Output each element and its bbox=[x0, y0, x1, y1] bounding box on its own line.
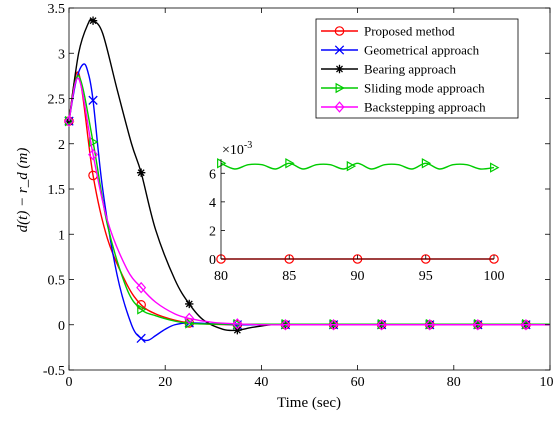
legend-label: Backstepping approach bbox=[364, 100, 486, 115]
legend-item-geometrical-approach: Geometrical approach bbox=[321, 43, 480, 58]
legend-label: Sliding mode approach bbox=[364, 81, 485, 96]
inset-y-tick-label: 4 bbox=[209, 196, 216, 211]
inset-data-point-sliding-mode-approach bbox=[346, 160, 357, 172]
inset-tick-group: 80 85 90 95 100 0 2 4 6 bbox=[209, 167, 505, 284]
inset-series-line-sliding-mode-approach bbox=[220, 162, 495, 170]
y-tick-label: 3 bbox=[58, 47, 65, 62]
inset-data-point-sliding-mode-approach bbox=[421, 158, 432, 169]
data-point-backstepping-approach bbox=[376, 319, 387, 331]
y-tick-label: 0.5 bbox=[48, 274, 66, 289]
x-tick-label: 80 bbox=[447, 375, 461, 390]
inset-x-tick-label: 95 bbox=[419, 269, 433, 284]
legend-label: Geometrical approach bbox=[364, 43, 480, 58]
x-tick-label: 100 bbox=[540, 375, 554, 390]
main-series-group bbox=[64, 16, 550, 343]
y-tick-label: 1.5 bbox=[48, 183, 66, 198]
y-axis-label: d(t) − r_d (m) bbox=[15, 148, 31, 233]
data-point-bearing-approach bbox=[185, 299, 194, 309]
legend-item-sliding-mode-approach: Sliding mode approach bbox=[321, 81, 485, 96]
inset-data-point-sliding-mode-approach bbox=[490, 162, 500, 173]
inset-exponent-label: ×10-3 bbox=[222, 140, 252, 158]
y-tick-label: -0.5 bbox=[43, 364, 65, 379]
data-point-backstepping-approach bbox=[472, 319, 483, 331]
y-tick-label: 2 bbox=[58, 138, 65, 153]
data-point-sliding-mode-approach bbox=[89, 136, 99, 148]
legend-label: Bearing approach bbox=[364, 62, 457, 77]
legend-item-backstepping-approach: Backstepping approach bbox=[321, 100, 486, 115]
y-tick-label: 2.5 bbox=[48, 93, 66, 108]
legend-marker-backstepping-approach bbox=[334, 101, 345, 113]
main-tick-group: 020406080100-0.500.511.522.533.5 bbox=[43, 2, 554, 390]
data-point-bearing-approach bbox=[88, 16, 98, 25]
data-point-sliding-mode-approach bbox=[137, 304, 147, 315]
data-point-backstepping-approach bbox=[424, 319, 435, 331]
data-point-geometrical-approach bbox=[136, 333, 146, 343]
data-point-backstepping-approach bbox=[232, 318, 243, 330]
y-tick-label: 0 bbox=[58, 319, 65, 334]
x-tick-label: 0 bbox=[66, 375, 73, 390]
series-line-backstepping-approach bbox=[68, 77, 550, 326]
data-point-sliding-mode-approach bbox=[185, 318, 195, 329]
x-tick-label: 60 bbox=[351, 375, 365, 390]
legend-item-proposed-method: Proposed method bbox=[321, 24, 455, 39]
inset-y-tick-label: 2 bbox=[209, 224, 216, 239]
inset-x-tick-label: 80 bbox=[214, 269, 228, 284]
legend-item-bearing-approach: Bearing approach bbox=[321, 62, 457, 77]
legend-label: Proposed method bbox=[364, 24, 455, 39]
data-point-backstepping-approach bbox=[184, 312, 195, 325]
data-point-backstepping-approach bbox=[136, 281, 147, 294]
inset-plot-area: 80 85 90 95 100 0 2 4 6 ×10-3 bbox=[209, 140, 505, 284]
y-tick-label: 3.5 bbox=[48, 2, 66, 17]
inset-y-tick-label: 6 bbox=[209, 167, 216, 182]
data-point-bearing-approach bbox=[233, 325, 242, 335]
legend: Proposed method Geometrical approach Beari… bbox=[315, 18, 519, 119]
data-point-backstepping-approach bbox=[520, 319, 531, 331]
x-tick-label: 20 bbox=[158, 375, 172, 390]
data-point-geometrical-approach bbox=[88, 95, 98, 105]
inset-x-tick-label: 90 bbox=[351, 269, 365, 284]
legend-marker-bearing-approach bbox=[335, 64, 344, 74]
inset-data-point-sliding-mode-approach bbox=[217, 158, 227, 169]
inset-x-tick-label: 100 bbox=[484, 269, 505, 284]
inset-x-tick-label: 85 bbox=[282, 269, 296, 284]
data-point-backstepping-approach bbox=[328, 319, 339, 331]
data-point-backstepping-approach bbox=[64, 115, 74, 127]
data-point-backstepping-approach bbox=[280, 319, 291, 331]
inset-data-point-sliding-mode-approach bbox=[285, 158, 295, 169]
y-tick-label: 1 bbox=[58, 228, 65, 243]
legend-marker-sliding-mode-approach bbox=[335, 82, 345, 94]
inset-y-tick-label: 0 bbox=[209, 253, 216, 268]
legend-marker-geometrical-approach bbox=[334, 45, 345, 55]
data-point-bearing-approach bbox=[136, 168, 146, 177]
data-point-backstepping-approach bbox=[88, 148, 99, 161]
x-tick-label: 40 bbox=[254, 375, 268, 390]
legend-marker-proposed-method bbox=[334, 26, 345, 36]
x-axis-label: Time (sec) bbox=[277, 395, 341, 411]
